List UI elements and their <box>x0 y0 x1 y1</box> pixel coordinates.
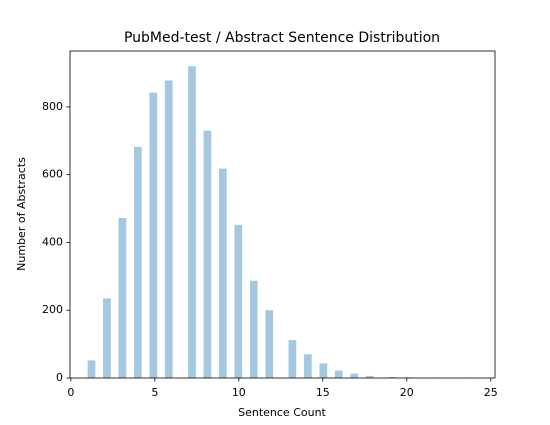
bar <box>164 80 173 378</box>
x-tick-label: 10 <box>232 386 246 399</box>
y-tick-label: 400 <box>42 235 63 248</box>
bar <box>219 168 227 378</box>
y-tick-label: 0 <box>56 371 63 384</box>
bar <box>389 376 397 378</box>
bar <box>350 373 359 378</box>
y-tick-label: 800 <box>42 100 63 113</box>
bar <box>365 375 374 378</box>
bar <box>249 280 258 378</box>
bar <box>265 310 274 378</box>
bar <box>118 218 127 378</box>
bar <box>103 298 111 378</box>
axes-frame <box>69 50 496 379</box>
bar <box>319 363 328 378</box>
bar <box>234 224 243 378</box>
x-tick-label: 0 <box>67 386 74 399</box>
x-tick-label: 20 <box>400 386 414 399</box>
x-axis-label: Sentence Count <box>238 406 326 419</box>
bar <box>304 354 312 378</box>
y-tick-label: 200 <box>42 303 63 316</box>
bar <box>288 340 297 378</box>
x-tick-label: 15 <box>316 386 330 399</box>
x-tick-label: 5 <box>151 386 158 399</box>
bar <box>134 146 142 378</box>
bar <box>87 360 96 378</box>
bar <box>149 92 158 378</box>
bar <box>334 370 343 378</box>
bar <box>203 130 212 378</box>
chart-title: PubMed-test / Abstract Sentence Distribu… <box>124 30 440 46</box>
y-axis-label: Number of Abstracts <box>15 157 28 271</box>
bar <box>188 66 196 378</box>
y-tick-label: 600 <box>42 168 63 181</box>
x-tick-label: 25 <box>484 386 498 399</box>
